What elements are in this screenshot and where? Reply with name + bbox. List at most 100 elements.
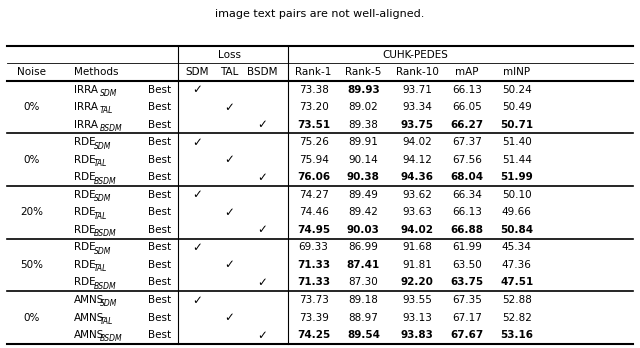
Text: Best: Best (147, 207, 171, 218)
Text: IRRA: IRRA (74, 102, 98, 112)
Text: BSDM: BSDM (247, 67, 278, 77)
Text: RDE: RDE (74, 172, 96, 182)
Text: image text pairs are not well-aligned.: image text pairs are not well-aligned. (215, 9, 425, 19)
Text: 75.26: 75.26 (299, 137, 328, 147)
Text: 61.99: 61.99 (452, 243, 482, 252)
Text: AMNS: AMNS (74, 330, 104, 340)
Text: ✓: ✓ (257, 329, 268, 342)
Text: TAL: TAL (93, 159, 107, 168)
Text: 89.54: 89.54 (347, 330, 380, 340)
Text: 66.13: 66.13 (452, 207, 482, 218)
Text: SDM: SDM (93, 194, 111, 203)
Text: BSDM: BSDM (100, 124, 122, 133)
Text: TAL: TAL (100, 317, 113, 326)
Text: 74.46: 74.46 (299, 207, 328, 218)
Text: RDE: RDE (74, 277, 96, 287)
Text: mAP: mAP (455, 67, 479, 77)
Text: ✓: ✓ (193, 293, 202, 307)
Text: RDE: RDE (74, 260, 96, 270)
Text: Best: Best (147, 313, 171, 323)
Text: SDM: SDM (186, 67, 209, 77)
Text: 87.30: 87.30 (349, 277, 378, 287)
Text: 93.63: 93.63 (402, 207, 432, 218)
Text: Rank-1: Rank-1 (296, 67, 332, 77)
Text: 52.88: 52.88 (502, 295, 532, 305)
Text: TAL: TAL (93, 264, 107, 273)
Text: Rank-10: Rank-10 (396, 67, 438, 77)
Text: 45.34: 45.34 (502, 243, 532, 252)
Text: CUHK-PEDES: CUHK-PEDES (382, 49, 448, 60)
Text: 50.71: 50.71 (500, 120, 533, 130)
Text: 66.27: 66.27 (451, 120, 483, 130)
Text: Best: Best (147, 330, 171, 340)
Text: Loss: Loss (218, 49, 241, 60)
Text: TAL: TAL (100, 106, 113, 116)
Text: 89.18: 89.18 (349, 295, 378, 305)
Text: 0%: 0% (23, 313, 40, 323)
Text: TAL: TAL (220, 67, 239, 77)
Text: 93.55: 93.55 (402, 295, 432, 305)
Text: ✓: ✓ (225, 206, 234, 219)
Text: AMNS: AMNS (74, 313, 104, 323)
Text: BSDM: BSDM (93, 177, 116, 185)
Text: RDE: RDE (74, 225, 96, 235)
Text: RDE: RDE (74, 137, 96, 147)
Text: ✓: ✓ (257, 223, 268, 236)
Text: 73.39: 73.39 (299, 313, 328, 323)
Text: 89.02: 89.02 (349, 102, 378, 112)
Text: 94.02: 94.02 (402, 137, 432, 147)
Text: ✓: ✓ (225, 311, 234, 324)
Text: 63.50: 63.50 (452, 260, 482, 270)
Text: 66.05: 66.05 (452, 102, 482, 112)
Text: 92.20: 92.20 (401, 277, 433, 287)
Text: 88.97: 88.97 (349, 313, 378, 323)
Text: SDM: SDM (100, 299, 117, 308)
Text: 67.56: 67.56 (452, 155, 482, 165)
Text: SDM: SDM (93, 142, 111, 151)
Text: ✓: ✓ (193, 83, 202, 96)
Text: Best: Best (147, 295, 171, 305)
Text: 93.62: 93.62 (402, 190, 432, 200)
Text: Best: Best (147, 243, 171, 252)
Text: 51.99: 51.99 (500, 172, 533, 182)
Text: 90.14: 90.14 (349, 155, 378, 165)
Text: 50.49: 50.49 (502, 102, 532, 112)
Text: 93.83: 93.83 (401, 330, 433, 340)
Text: mINP: mINP (503, 67, 531, 77)
Text: 90.38: 90.38 (347, 172, 380, 182)
Text: 89.38: 89.38 (349, 120, 378, 130)
Text: 51.44: 51.44 (502, 155, 532, 165)
Text: ✓: ✓ (193, 136, 202, 149)
Text: 74.95: 74.95 (297, 225, 330, 235)
Text: 91.68: 91.68 (402, 243, 432, 252)
Text: RDE: RDE (74, 207, 96, 218)
Text: 71.33: 71.33 (297, 260, 330, 270)
Text: 20%: 20% (20, 207, 43, 218)
Text: 68.04: 68.04 (451, 172, 483, 182)
Text: ✓: ✓ (257, 171, 268, 184)
Text: 94.36: 94.36 (401, 172, 433, 182)
Text: ✓: ✓ (257, 118, 268, 131)
Text: Best: Best (147, 137, 171, 147)
Text: BSDM: BSDM (93, 282, 116, 291)
Text: Best: Best (147, 85, 171, 95)
Text: 63.75: 63.75 (451, 277, 483, 287)
Text: ✓: ✓ (225, 259, 234, 271)
Text: BSDM: BSDM (100, 334, 122, 343)
Text: Best: Best (147, 260, 171, 270)
Text: 87.41: 87.41 (347, 260, 380, 270)
Text: ✓: ✓ (193, 188, 202, 201)
Text: Best: Best (147, 102, 171, 112)
Text: RDE: RDE (74, 190, 96, 200)
Text: SDM: SDM (93, 247, 111, 256)
Text: 89.49: 89.49 (349, 190, 378, 200)
Text: ✓: ✓ (225, 101, 234, 114)
Text: 73.51: 73.51 (297, 120, 330, 130)
Text: 0%: 0% (23, 155, 40, 165)
Text: 89.93: 89.93 (347, 85, 380, 95)
Text: Methods: Methods (74, 67, 119, 77)
Text: 67.37: 67.37 (452, 137, 482, 147)
Text: 67.35: 67.35 (452, 295, 482, 305)
Text: 76.06: 76.06 (297, 172, 330, 182)
Text: 52.82: 52.82 (502, 313, 532, 323)
